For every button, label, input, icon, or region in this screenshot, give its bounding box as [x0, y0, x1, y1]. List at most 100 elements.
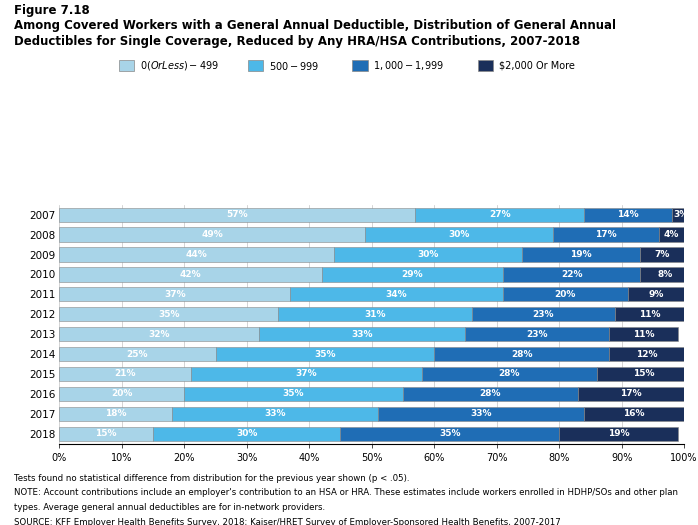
- Bar: [584, 406, 684, 421]
- Bar: [59, 347, 216, 361]
- Text: Among Covered Workers with a General Annual Deductible, Distribution of General : Among Covered Workers with a General Ann…: [14, 19, 616, 33]
- Text: 35%: 35%: [158, 310, 179, 319]
- Text: SOURCE: KFF Employer Health Benefits Survey, 2018; Kaiser/HRET Survey of Employe: SOURCE: KFF Employer Health Benefits Sur…: [14, 518, 560, 525]
- Text: Tests found no statistical difference from distribution for the previous year sh: Tests found no statistical difference fr…: [14, 474, 410, 482]
- Text: 8%: 8%: [658, 270, 673, 279]
- Bar: [59, 327, 259, 341]
- Bar: [216, 347, 434, 361]
- Text: 33%: 33%: [264, 410, 285, 418]
- Text: 35%: 35%: [314, 350, 336, 359]
- Text: 30%: 30%: [448, 230, 470, 239]
- Bar: [403, 387, 578, 401]
- Text: 28%: 28%: [498, 370, 520, 379]
- Text: $0 (Or Less) - $499: $0 (Or Less) - $499: [140, 59, 218, 72]
- Bar: [559, 426, 678, 441]
- Bar: [59, 287, 290, 301]
- Text: 57%: 57%: [227, 210, 248, 219]
- Bar: [172, 406, 378, 421]
- Text: NOTE: Account contributions include an employer's contribution to an HSA or HRA.: NOTE: Account contributions include an e…: [14, 488, 678, 497]
- Text: 12%: 12%: [636, 350, 658, 359]
- Text: 23%: 23%: [533, 310, 554, 319]
- Bar: [59, 426, 153, 441]
- Text: 32%: 32%: [149, 330, 170, 339]
- Bar: [503, 267, 640, 281]
- Text: 20%: 20%: [111, 390, 133, 398]
- Bar: [259, 327, 466, 341]
- Text: 44%: 44%: [186, 250, 207, 259]
- Text: 15%: 15%: [96, 429, 117, 438]
- Bar: [59, 387, 184, 401]
- Text: 9%: 9%: [648, 290, 664, 299]
- Text: 17%: 17%: [620, 390, 641, 398]
- Text: 16%: 16%: [623, 410, 645, 418]
- Text: 28%: 28%: [480, 390, 501, 398]
- Text: 14%: 14%: [617, 210, 639, 219]
- Bar: [472, 307, 616, 321]
- Text: $500 - $999: $500 - $999: [269, 60, 319, 71]
- Bar: [59, 207, 415, 222]
- Text: Deductibles for Single Coverage, Reduced by Any HRA/HSA Contributions, 2007-2018: Deductibles for Single Coverage, Reduced…: [14, 35, 580, 48]
- Text: types. Average general annual deductibles are for in-network providers.: types. Average general annual deductible…: [14, 503, 325, 512]
- Text: 27%: 27%: [489, 210, 510, 219]
- Bar: [609, 327, 678, 341]
- Bar: [466, 327, 609, 341]
- Bar: [628, 287, 684, 301]
- Text: 15%: 15%: [632, 370, 654, 379]
- Bar: [59, 406, 172, 421]
- Bar: [59, 227, 366, 242]
- Text: 21%: 21%: [114, 370, 135, 379]
- Bar: [422, 367, 597, 381]
- Bar: [290, 287, 503, 301]
- Bar: [59, 267, 322, 281]
- Text: 11%: 11%: [632, 330, 654, 339]
- Text: 29%: 29%: [401, 270, 423, 279]
- Text: 20%: 20%: [555, 290, 576, 299]
- Text: 11%: 11%: [639, 310, 660, 319]
- Bar: [597, 367, 690, 381]
- Text: 17%: 17%: [595, 230, 617, 239]
- Text: 31%: 31%: [364, 310, 385, 319]
- Text: $2,000 Or More: $2,000 Or More: [499, 60, 575, 71]
- Bar: [334, 247, 521, 261]
- Text: 19%: 19%: [570, 250, 592, 259]
- Text: 7%: 7%: [655, 250, 670, 259]
- Text: 35%: 35%: [439, 429, 461, 438]
- Bar: [578, 387, 684, 401]
- Text: 19%: 19%: [608, 429, 630, 438]
- Text: Figure 7.18: Figure 7.18: [14, 4, 90, 17]
- Bar: [378, 406, 584, 421]
- Bar: [184, 387, 403, 401]
- Bar: [640, 247, 684, 261]
- Text: 49%: 49%: [202, 230, 223, 239]
- Text: 37%: 37%: [295, 370, 317, 379]
- Bar: [659, 227, 684, 242]
- Bar: [671, 207, 690, 222]
- Text: $1,000 - $1,999: $1,000 - $1,999: [373, 59, 445, 72]
- Text: 42%: 42%: [179, 270, 201, 279]
- Bar: [153, 426, 341, 441]
- Bar: [366, 227, 553, 242]
- Text: 33%: 33%: [470, 410, 492, 418]
- Bar: [415, 207, 584, 222]
- Text: 4%: 4%: [664, 230, 679, 239]
- Text: 25%: 25%: [126, 350, 148, 359]
- Text: 3%: 3%: [674, 210, 688, 219]
- Bar: [434, 347, 609, 361]
- Bar: [584, 207, 671, 222]
- Text: 28%: 28%: [511, 350, 533, 359]
- Bar: [616, 307, 684, 321]
- Text: 37%: 37%: [164, 290, 186, 299]
- Text: 34%: 34%: [386, 290, 408, 299]
- Text: 30%: 30%: [236, 429, 258, 438]
- Bar: [191, 367, 422, 381]
- Bar: [553, 227, 659, 242]
- Text: 33%: 33%: [352, 330, 373, 339]
- Bar: [521, 247, 640, 261]
- Text: 30%: 30%: [417, 250, 438, 259]
- Bar: [59, 307, 278, 321]
- Bar: [609, 347, 684, 361]
- Bar: [59, 367, 191, 381]
- Text: 23%: 23%: [526, 330, 548, 339]
- Text: 35%: 35%: [283, 390, 304, 398]
- Bar: [640, 267, 690, 281]
